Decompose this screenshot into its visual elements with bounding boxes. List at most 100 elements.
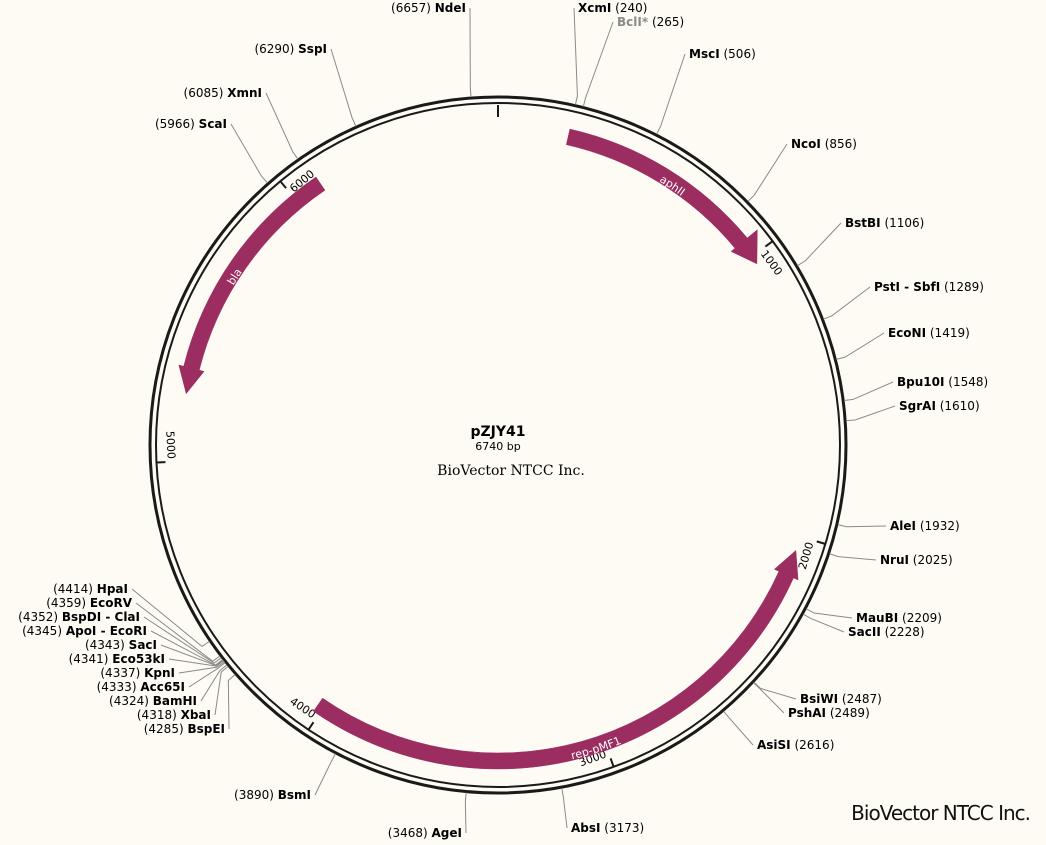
site-label: (4341) Eco53kI: [69, 652, 165, 666]
site-label: (4343) SacI: [85, 638, 157, 652]
site-ndei: (6657) NdeI: [391, 1, 472, 98]
site-position: (4345): [22, 624, 66, 638]
site-label: (6085) XmnI: [184, 86, 262, 100]
site-name: EcoRV: [90, 596, 133, 610]
site-name: SgrAI: [899, 399, 936, 413]
site-bamhi: (4324) BamHI: [109, 664, 228, 708]
plasmid-organization: BioVector NTCC Inc.: [437, 463, 585, 479]
site-psti-sbfi: PstI - SbfI (1289): [823, 280, 984, 320]
tick-mark: [764, 240, 774, 248]
site-xbai: (4318) XbaI: [137, 665, 229, 722]
site-bstbi: BstBI (1106): [797, 216, 924, 267]
site-leader-line: [200, 664, 228, 702]
site-ncoi: NcoI (856): [747, 137, 857, 202]
site-position: (4414): [53, 582, 97, 596]
watermark-logo: BioVector NTCC Inc.: [851, 801, 1031, 825]
site-position: (856): [821, 137, 857, 151]
site-label: MscI (506): [689, 47, 756, 61]
site-name: AsiSI: [757, 738, 791, 752]
feature-arrow-rep-pMF1: [313, 549, 799, 770]
site-position: (1289): [940, 280, 984, 294]
site-sgrai: SgrAI (1610): [846, 399, 980, 422]
tick-label: 2000: [796, 540, 817, 571]
site-label: BclI* (265): [617, 15, 684, 29]
tick-mark: [307, 721, 315, 731]
site-pshai: PshAI (2489): [753, 682, 870, 720]
restriction-site-layer: (6657) NdeI XcmI (240)BclI* (265) MscI (50…: [18, 1, 988, 840]
site-label: (4324) BamHI: [109, 694, 197, 708]
site-leader-line: [160, 644, 224, 667]
site-label: (3468) AgeI: [388, 826, 462, 840]
site-position: (4285): [144, 722, 188, 736]
plasmid-length: 6740 bp: [475, 440, 520, 453]
site-position: (265): [648, 15, 684, 29]
site-name: ApoI - EcoRI: [66, 624, 147, 638]
site-bpu10i: Bpu10I (1548): [844, 375, 988, 402]
site-name: MauBI: [856, 611, 898, 625]
site-position: (2209): [898, 611, 942, 625]
site-leader-line: [844, 381, 894, 402]
site-label: (6657) NdeI: [391, 1, 466, 15]
site-name: Eco53kI: [112, 652, 165, 666]
site-position: (4333): [97, 680, 141, 694]
site-econi: EcoNI (1419): [836, 326, 970, 360]
site-position: (4324): [109, 694, 153, 708]
site-label: (4414) HpaI: [53, 582, 128, 596]
site-position: (1932): [916, 519, 960, 533]
site-position: (2616): [791, 738, 835, 752]
site-agei: (3468) AgeI: [388, 792, 467, 840]
site-leader-line: [797, 222, 842, 267]
site-hpai: (4414) HpaI: [53, 582, 210, 648]
site-label: NcoI (856): [791, 137, 857, 151]
site-label: (4345) ApoI - EcoRI: [22, 624, 147, 638]
site-leader-line: [829, 553, 877, 561]
site-name: NdeI: [435, 1, 466, 15]
site-label: (3890) BsmI: [234, 788, 311, 802]
site-position: (2025): [909, 553, 953, 567]
site-eco53ki: (4341) Eco53kI: [69, 652, 224, 667]
site-position: (6085): [184, 86, 228, 100]
site-position: (3890): [234, 788, 278, 802]
site-position: (1419): [926, 326, 970, 340]
site-leader-line: [753, 681, 797, 700]
site-label: SgrAI (1610): [899, 399, 980, 413]
site-name: BclI*: [617, 15, 649, 29]
tick-mark: [609, 758, 615, 768]
site-leader-line: [168, 658, 224, 667]
site-name: NcoI: [791, 137, 821, 151]
site-leader-line: [802, 613, 845, 633]
site-label: (4333) Acc65I: [97, 680, 185, 694]
site-label: MauBI (2209): [856, 611, 942, 625]
site-leader-line: [131, 588, 210, 648]
site-position: (6290): [254, 42, 298, 56]
site-name: AleI: [890, 519, 916, 533]
site-name: EcoNI: [888, 326, 926, 340]
site-position: (2489): [826, 706, 870, 720]
site-leader-line: [805, 608, 853, 619]
site-name: BstBI: [845, 216, 881, 230]
tick-mark: [279, 180, 287, 189]
site-bsmi: (3890) BsmI: [234, 753, 336, 802]
site-name: KpnI: [144, 666, 175, 680]
site-name: AbsI: [571, 821, 600, 835]
site-name: Bpu10I: [897, 375, 944, 389]
site-leader-line: [135, 602, 221, 662]
site-label: NruI (2025): [880, 553, 953, 567]
tick-mark: [816, 540, 826, 545]
site-label: AleI (1932): [890, 519, 960, 533]
site-bcli-: BclI* (265): [582, 15, 684, 107]
site-position: (506): [720, 47, 756, 61]
site-scai: (5966) ScaI: [155, 117, 268, 184]
feature-arrow-bla: [178, 176, 326, 395]
site-leader-line: [656, 53, 686, 135]
site-leader-line: [582, 21, 614, 107]
site-acc65i: (4333) Acc65I: [97, 662, 226, 694]
site-leader-line: [723, 710, 754, 746]
site-leader-line: [143, 616, 222, 664]
site-label: AbsI (3173): [571, 821, 644, 835]
site-name: NruI: [880, 553, 909, 567]
site-leader-line: [150, 630, 224, 666]
site-position: (4341): [69, 652, 113, 666]
site-name: PstI - SbfI: [874, 280, 940, 294]
